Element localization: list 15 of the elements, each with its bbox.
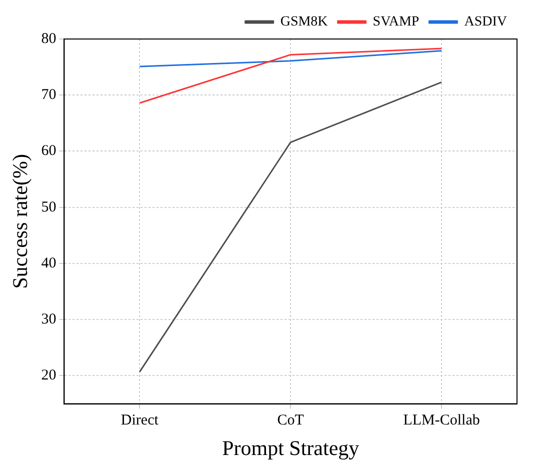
x-tick-label: LLM-Collab: [403, 412, 480, 429]
y-tick-label: 20: [41, 368, 56, 384]
legend-label: SVAMP: [372, 14, 420, 30]
x-tick-label: CoT: [277, 412, 304, 429]
y-axis-title: Success rate(%): [8, 154, 32, 289]
y-tick-label: 80: [41, 30, 56, 47]
y-tick-label: 30: [41, 312, 56, 328]
y-tick-label: 50: [41, 199, 56, 216]
legend-label: GSM8K: [280, 14, 328, 30]
x-tick-label: Direct: [120, 412, 160, 429]
y-tick-label: 40: [41, 255, 56, 272]
legend-label: ASDIV: [464, 14, 507, 30]
x-axis-title: Prompt Strategy: [222, 436, 360, 460]
y-tick-label: 60: [41, 143, 56, 160]
y-tick-label: 70: [41, 87, 56, 104]
